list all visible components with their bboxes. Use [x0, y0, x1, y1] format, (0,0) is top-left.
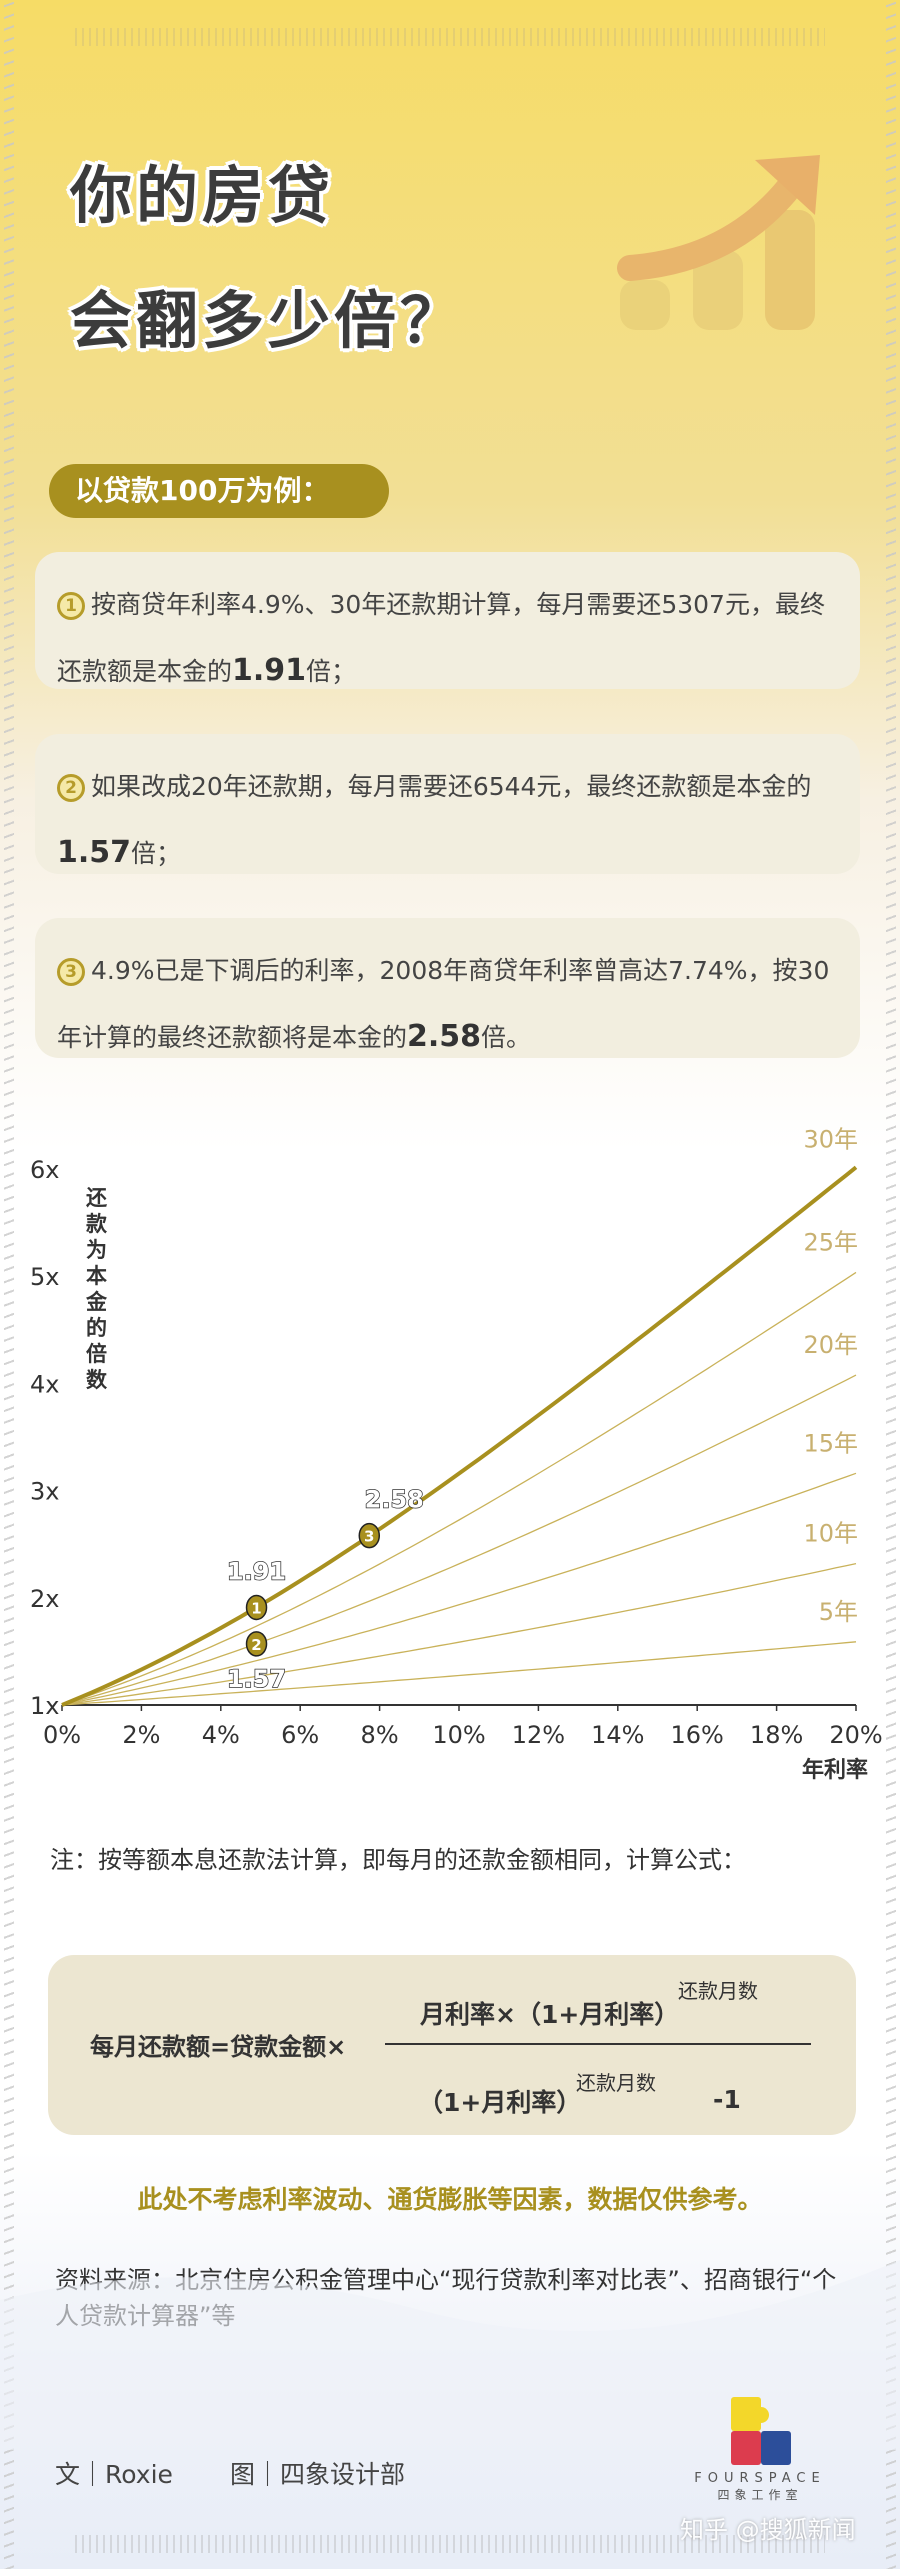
card-text: 4.9%已是下调后的利率，2008年商贷年利率曾高达7.74%，按30年计算的最… — [57, 956, 830, 1052]
annotation-label: 1.91 — [227, 1557, 286, 1585]
card-tail: 倍； — [306, 657, 357, 686]
formula-numerator: 月利率×（1+月利率） — [420, 2000, 680, 2029]
series-label: 30年 — [803, 1125, 858, 1153]
y-tick-label: 2x — [30, 1585, 59, 1613]
x-axis-label: 年利率 — [802, 1757, 868, 1783]
example-pill: 以贷款100万为例： — [49, 464, 389, 518]
annotation-number: 2 — [251, 1636, 261, 1654]
y-tick-label: 1x — [30, 1692, 59, 1720]
info-card-2: 2 如果改成20年还款期，每月需要还6544元，最终还款额是本金的 1.57倍； — [35, 734, 860, 874]
card-tail: 倍； — [131, 839, 182, 868]
x-tick-label: 0% — [43, 1721, 81, 1749]
logo-text-en: FOURSPACE — [694, 2471, 826, 2486]
annotation-number: 3 — [364, 1528, 374, 1546]
x-tick-label: 16% — [671, 1721, 724, 1749]
card-highlight: 2.58 — [407, 1019, 482, 1054]
series-label: 10年 — [803, 1520, 858, 1548]
formula-denominator: （1+月利率） — [418, 2088, 582, 2117]
formula-exponent-bottom: 还款月数 — [576, 2071, 656, 2095]
y-tick-label: 6x — [30, 1156, 59, 1184]
top-hatch-decoration — [75, 28, 825, 46]
card-text: 按商贷年利率4.9%、30年还款期计算，每月需要还5307元，最终还款额是本金的 — [57, 590, 825, 686]
x-tick-label: 12% — [512, 1721, 565, 1749]
x-tick-label: 4% — [202, 1721, 240, 1749]
bottom-hatch-decoration — [75, 2535, 825, 2553]
logo-text-cn: 四象工作室 — [717, 2488, 803, 2502]
annotation-marker-1 — [245, 1594, 268, 1621]
y-tick-label: 4x — [30, 1370, 59, 1398]
card-text: 如果改成20年还款期，每月需要还6544元，最终还款额是本金的 — [91, 772, 812, 801]
card-highlight: 1.91 — [232, 653, 307, 688]
title-line-2: 会翻多少倍？ — [70, 284, 467, 357]
x-tick-label: 2% — [122, 1721, 160, 1749]
x-tick-label: 20% — [829, 1721, 882, 1749]
series-label: 15年 — [803, 1429, 858, 1457]
x-tick-label: 8% — [361, 1721, 399, 1749]
design-credit: 图｜四象设计部 — [230, 2460, 406, 2489]
formula-exponent-top: 还款月数 — [678, 1979, 758, 2003]
card-highlight: 1.57 — [57, 835, 132, 870]
series-line-20 — [61, 1374, 857, 1706]
title-line-1: 你的房贷 — [70, 159, 335, 232]
series-label: 25年 — [803, 1228, 858, 1256]
disclaimer: 此处不考虑利率波动、通货膨胀等因素，数据仅供参考。 — [137, 2185, 763, 2214]
annotation-marker-3 — [358, 1522, 381, 1549]
circled-number-1: 1 — [57, 592, 85, 620]
x-tick-label: 18% — [750, 1721, 803, 1749]
series-line-10 — [61, 1562, 857, 1706]
info-card-1: 1 按商贷年利率4.9%、30年还款期计算，每月需要还5307元，最终还款额是本金… — [35, 552, 860, 689]
x-tick-label: 14% — [591, 1721, 644, 1749]
circled-number-3: 3 — [57, 958, 85, 986]
series-label: 5年 — [819, 1598, 858, 1626]
x-tick-label: 10% — [432, 1721, 485, 1749]
x-tick-label: 6% — [281, 1721, 319, 1749]
fraction-bar — [385, 2043, 811, 2045]
author-credit: 文｜Roxie — [55, 2460, 173, 2489]
watermark: 知乎 @搜狐新闻 — [680, 2516, 856, 2544]
series-line-5 — [61, 1641, 857, 1706]
annotation-number: 1 — [251, 1599, 261, 1617]
fourspace-logo: FOURSPACE 四象工作室 — [690, 2395, 830, 2503]
series-line-30 — [61, 1165, 858, 1707]
card-tail: 倍。 — [481, 1023, 532, 1052]
series-line-25 — [61, 1271, 857, 1706]
formula-lhs: 每月还款额=贷款金额× — [90, 2033, 347, 2061]
annotation-label: 1.57 — [227, 1665, 286, 1693]
background-wave — [0, 2260, 900, 2450]
right-border-decoration — [886, 0, 896, 2569]
repayment-multiple-chart: 0% 2% 4% 6% 8% 10% 12% 14% 16% 18% 20% 1x 2x 3x 4x 5x 6x… — [30, 1125, 883, 1783]
annotation-marker-2 — [245, 1631, 268, 1657]
series-line-15 — [61, 1472, 857, 1706]
growth-chart-icon — [617, 155, 820, 330]
puzzle-logo-icon — [731, 2397, 791, 2465]
y-tick-label: 3x — [30, 1478, 59, 1506]
series-label: 20年 — [803, 1331, 858, 1359]
formula-box: 每月还款额=贷款金额× 月利率×（1+月利率） 还款月数 （1+月利率） 还款月… — [48, 1955, 856, 2135]
info-card-3: 3 4.9%已是下调后的利率，2008年商贷年利率曾高达7.74%，按30年计算的… — [35, 918, 860, 1058]
y-tick-label: 5x — [30, 1263, 59, 1291]
circled-number-2: 2 — [57, 774, 85, 802]
formula-note: 注：按等额本息还款法计算，即每月的还款金额相同，计算公式： — [50, 1846, 746, 1874]
y-axis-label: 还款为本金的倍数 — [85, 1186, 108, 1392]
annotation-label: 2.58 — [365, 1486, 424, 1514]
left-border-decoration — [4, 0, 14, 2569]
formula-minus-one: -1 — [713, 2085, 741, 2114]
